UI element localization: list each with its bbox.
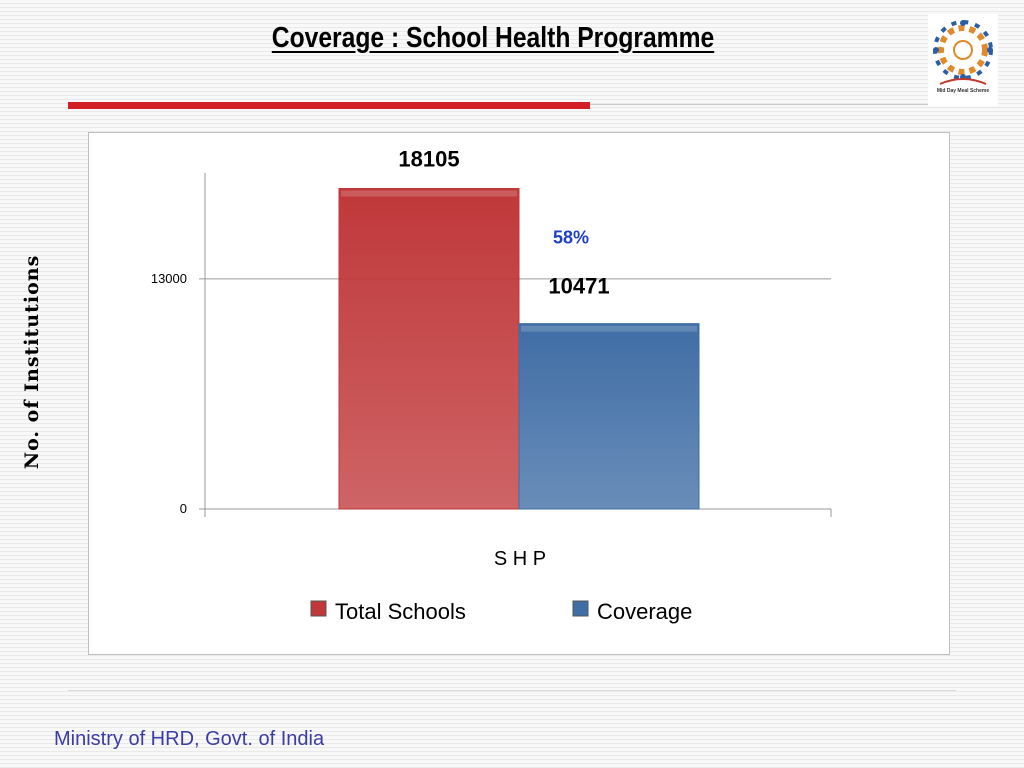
x-category-label: S H P <box>494 548 546 570</box>
title-rule-red <box>68 102 590 109</box>
bar-chart: 0 13000 18105 10471 58% S H P Total Schools Cov… <box>151 146 832 624</box>
footer-text: Ministry of HRD, Govt. of India <box>54 728 325 750</box>
coverage-percent-label: 58% <box>553 228 589 248</box>
mdm-logo: Mid Day Meal Scheme <box>928 14 998 106</box>
bottom-divider <box>68 690 956 691</box>
title-rule-gray <box>590 104 930 105</box>
bar-highlight <box>521 325 697 332</box>
legend-swatch <box>572 600 589 617</box>
y-tick-label: 13000 <box>151 271 187 286</box>
logo-caption: Mid Day Meal Scheme <box>936 88 990 94</box>
legend-swatch <box>310 600 327 617</box>
mdm-logo-icon <box>933 20 993 85</box>
legend-label: Total Schools <box>335 599 466 624</box>
data-label: 18105 <box>398 146 459 171</box>
y-axis-label: No. of Institutions <box>21 254 43 470</box>
slide-title: Coverage : School Health Programme <box>271 22 715 54</box>
chart-area: 0 13000 18105 10471 58% S H P Total Schools Cov… <box>88 132 950 655</box>
legend-label: Coverage <box>597 599 692 624</box>
data-label: 10471 <box>548 274 609 299</box>
bar-total-schools <box>338 187 520 510</box>
bar-highlight <box>341 190 517 197</box>
y-tick-label: 0 <box>180 501 187 516</box>
bar-coverage <box>518 323 700 510</box>
